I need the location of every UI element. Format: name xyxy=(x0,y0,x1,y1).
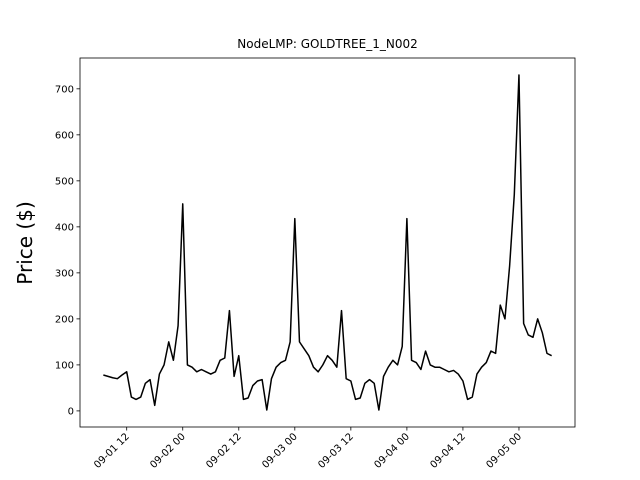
y-tick-label: 500 xyxy=(55,176,74,187)
price-line xyxy=(103,74,552,411)
y-tick-label: 0 xyxy=(68,406,74,417)
y-tick-label: 300 xyxy=(55,268,74,279)
y-tick-label: 200 xyxy=(55,314,74,325)
x-tick-label: 09-05 00 xyxy=(485,431,525,471)
x-tick-label: 09-04 00 xyxy=(372,431,412,471)
x-tick-label: 09-01 12 xyxy=(92,431,132,471)
x-tick-label: 09-03 12 xyxy=(316,431,356,471)
y-tick-label: 100 xyxy=(55,360,74,371)
plot-frame xyxy=(79,57,576,428)
x-tick-label: 09-02 00 xyxy=(148,431,188,471)
y-tick-label: 700 xyxy=(55,84,74,95)
y-tick-label: 600 xyxy=(55,130,74,141)
x-tick-label: 09-03 00 xyxy=(260,431,300,471)
chart-title: NodeLMP: GOLDTREE_1_N002 xyxy=(237,37,417,51)
x-tick-label: 09-04 12 xyxy=(428,431,468,471)
y-tick-label: 400 xyxy=(55,222,74,233)
y-axis-label: Price ($) xyxy=(13,201,37,284)
x-tick-label: 09-02 12 xyxy=(204,431,244,471)
